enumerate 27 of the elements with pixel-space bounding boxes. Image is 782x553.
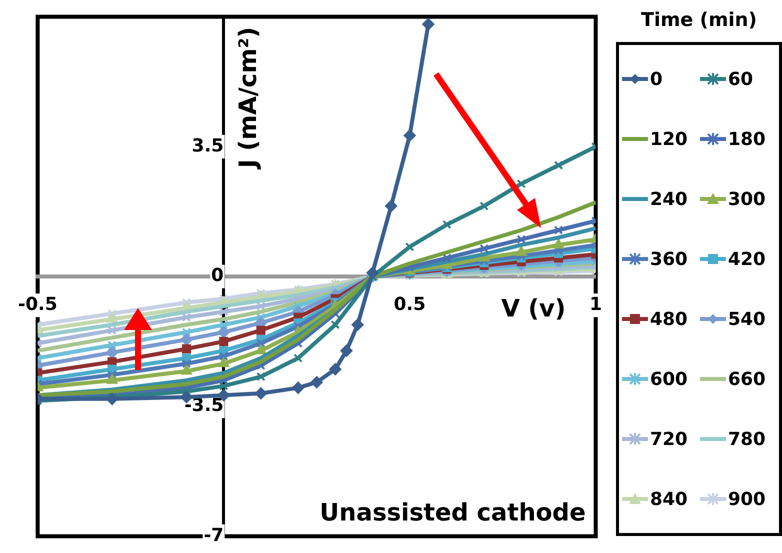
- legend-label: 660: [728, 368, 766, 390]
- y-tick-label: -3.5: [184, 395, 224, 416]
- x-tick-label: 1: [589, 294, 602, 315]
- legend-label: 600: [650, 368, 688, 390]
- legend-label: 360: [650, 248, 688, 270]
- annotation: Unassisted cathode: [320, 498, 586, 526]
- legend-label: 840: [650, 488, 688, 510]
- legend-label: 780: [728, 428, 766, 450]
- legend-label: 60: [728, 68, 754, 90]
- legend-label: 540: [728, 308, 766, 330]
- y-tick-label: 0: [211, 265, 224, 286]
- legend-label: 720: [650, 428, 688, 450]
- legend-label: 240: [650, 188, 688, 210]
- x-axis-title: V (v): [501, 294, 566, 323]
- legend-label: 120: [650, 128, 688, 150]
- legend-label: 900: [728, 488, 766, 510]
- legend-label: 0: [650, 68, 663, 90]
- y-tick-label: -7: [204, 524, 224, 546]
- y-axis-title: J (mA/cm²): [234, 26, 262, 170]
- x-tick-label: 0.5: [394, 294, 426, 315]
- legend-label: 420: [728, 248, 766, 270]
- legend-label: 300: [728, 188, 766, 210]
- legend-label: 480: [650, 308, 688, 330]
- y-tick-label: 3.5: [192, 135, 224, 156]
- legend-label: 180: [728, 128, 766, 150]
- legend-title: Time (min): [640, 8, 758, 33]
- x-tick-label: -0.5: [18, 294, 58, 315]
